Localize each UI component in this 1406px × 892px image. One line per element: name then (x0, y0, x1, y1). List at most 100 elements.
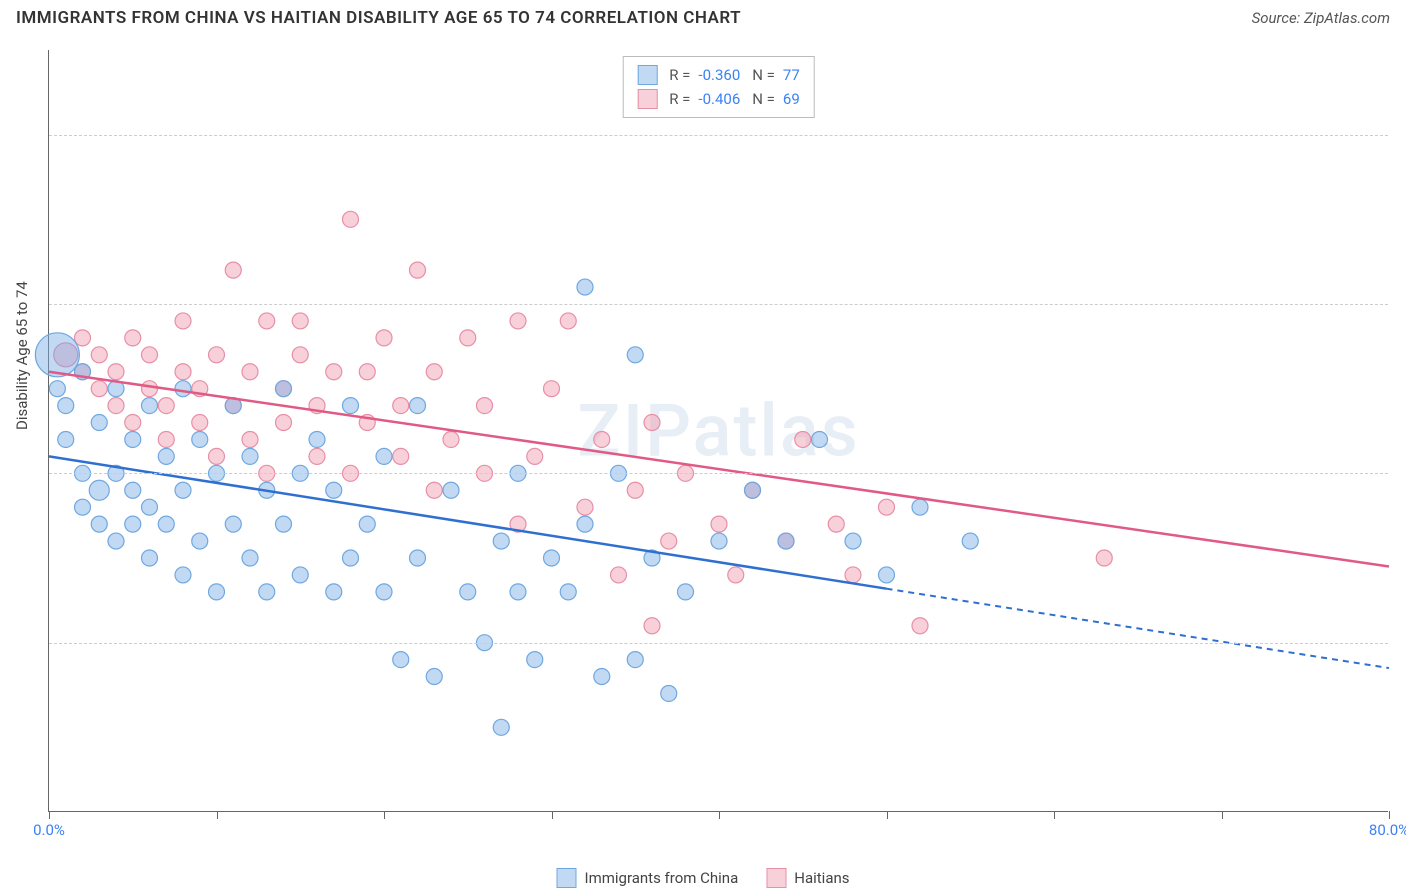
scatter-point (292, 567, 308, 583)
chart-title: IMMIGRANTS FROM CHINA VS HAITIAN DISABIL… (16, 8, 741, 28)
scatter-point (376, 448, 392, 464)
scatter-point (527, 652, 543, 668)
y-axis-label: Disability Age 65 to 74 (13, 281, 31, 430)
grid-line (49, 135, 1388, 136)
xtick (887, 811, 888, 819)
grid-line (49, 304, 1388, 305)
swatch-a-icon (556, 868, 576, 888)
scatter-point (259, 313, 275, 329)
scatter-point (611, 567, 627, 583)
scatter-point (544, 550, 560, 566)
xtick (719, 811, 720, 819)
scatter-point (192, 533, 208, 549)
scatter-point (493, 533, 509, 549)
scatter-point (175, 364, 191, 380)
scatter-point (192, 431, 208, 447)
scatter-point (410, 398, 426, 414)
scatter-point (812, 431, 828, 447)
scatter-point (393, 448, 409, 464)
scatter-point (175, 313, 191, 329)
scatter-point (326, 482, 342, 498)
scatter-point (443, 482, 459, 498)
swatch-b-icon (766, 868, 786, 888)
scatter-point (49, 381, 65, 397)
scatter-point (544, 381, 560, 397)
scatter-point (91, 516, 107, 532)
scatter-point (125, 415, 141, 431)
scatter-point (661, 685, 677, 701)
scatter-point (460, 584, 476, 600)
scatter-point (426, 482, 442, 498)
legend-label-b: Haitians (794, 869, 849, 887)
scatter-point (644, 618, 660, 634)
trend-line-dashed (887, 589, 1390, 668)
scatter-point (175, 482, 191, 498)
scatter-point (627, 652, 643, 668)
scatter-point (225, 516, 241, 532)
xtick (1054, 811, 1055, 819)
scatter-point (1096, 550, 1112, 566)
scatter-point (209, 347, 225, 363)
scatter-point (426, 364, 442, 380)
scatter-point (661, 533, 677, 549)
grid-line (49, 473, 1388, 474)
scatter-point (778, 533, 794, 549)
scatter-point (678, 584, 694, 600)
scatter-point (510, 584, 526, 600)
series-legend: Immigrants from China Haitians (556, 868, 849, 888)
scatter-point (711, 516, 727, 532)
scatter-point (560, 313, 576, 329)
scatter-point (125, 330, 141, 346)
scatter-point (91, 381, 107, 397)
scatter-point (175, 567, 191, 583)
scatter-point (35, 333, 79, 377)
ytick-label: 20.0% (1394, 464, 1406, 482)
scatter-point (58, 398, 74, 414)
ytick-label: 30.0% (1394, 295, 1406, 313)
scatter-point (627, 482, 643, 498)
scatter-point (577, 279, 593, 295)
scatter-point (192, 415, 208, 431)
scatter-point (309, 448, 325, 464)
scatter-point (142, 381, 158, 397)
scatter-point (58, 431, 74, 447)
scatter-point (142, 550, 158, 566)
scatter-point (158, 431, 174, 447)
scatter-point (912, 618, 928, 634)
scatter-point (594, 431, 610, 447)
xtick (384, 811, 385, 819)
scatter-point (292, 313, 308, 329)
scatter-point (242, 448, 258, 464)
scatter-point (845, 567, 861, 583)
scatter-point (359, 364, 375, 380)
scatter-point (108, 364, 124, 380)
chart-plot-area: ZIPatlas R = -0.360 N = 77 R = -0.406 N … (48, 50, 1388, 812)
scatter-point (879, 499, 895, 515)
scatter-point (91, 347, 107, 363)
scatter-point (108, 398, 124, 414)
scatter-point (795, 431, 811, 447)
scatter-point (627, 347, 643, 363)
scatter-point (577, 499, 593, 515)
scatter-point (309, 431, 325, 447)
xtick (1389, 811, 1390, 819)
scatter-point (276, 415, 292, 431)
xtick (1222, 811, 1223, 819)
scatter-point (326, 584, 342, 600)
scatter-point (142, 347, 158, 363)
scatter-point (845, 533, 861, 549)
scatter-point (276, 381, 292, 397)
scatter-point (225, 262, 241, 278)
scatter-point (142, 499, 158, 515)
scatter-point (142, 398, 158, 414)
scatter-svg (49, 50, 1388, 811)
scatter-point (242, 550, 258, 566)
scatter-point (108, 533, 124, 549)
xtick (49, 811, 50, 819)
scatter-point (962, 533, 978, 549)
scatter-point (560, 584, 576, 600)
scatter-point (376, 584, 392, 600)
scatter-point (276, 516, 292, 532)
scatter-point (209, 448, 225, 464)
scatter-point (879, 567, 895, 583)
